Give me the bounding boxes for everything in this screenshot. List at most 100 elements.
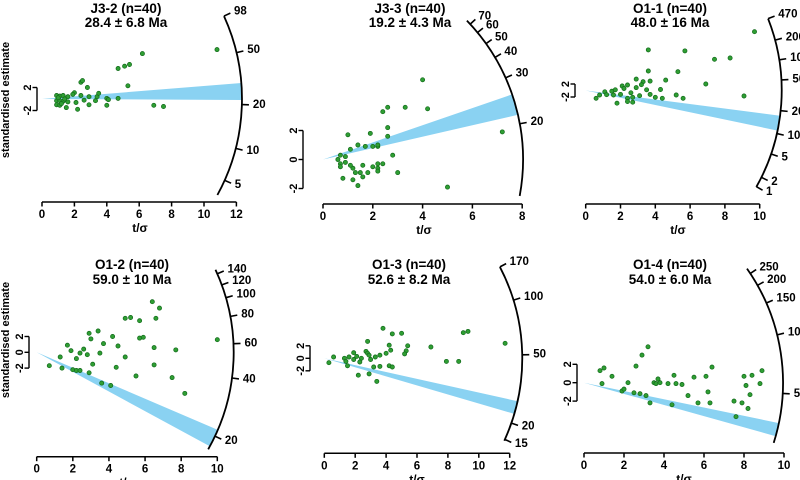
data-point — [355, 142, 361, 148]
data-point — [633, 85, 639, 91]
y-axis-tick-label: 0 — [14, 349, 26, 355]
data-point — [647, 400, 653, 406]
radial-axis-tick-label: 60 — [245, 337, 258, 349]
data-point — [402, 351, 408, 357]
radial-axis-tick-label: 50 — [247, 44, 260, 56]
radial-axis-tick — [499, 262, 507, 268]
data-point — [354, 353, 360, 359]
x-axis-tick-label: 0 — [581, 460, 587, 472]
data-point — [78, 93, 84, 98]
radial-axis-tick — [511, 422, 519, 427]
confidence-wedge — [324, 358, 518, 414]
data-point — [745, 406, 751, 411]
data-point — [652, 94, 658, 100]
data-point — [739, 400, 745, 406]
data-point — [372, 354, 378, 360]
radial-axis-tick — [485, 38, 493, 45]
data-point — [593, 95, 599, 101]
data-point — [399, 330, 405, 336]
data-point — [59, 365, 65, 371]
radial-plot-panel-O1-2: 140120100806040200246810t/σ20-2standardi… — [0, 240, 267, 480]
x-axis-tick-label: 10 — [753, 211, 766, 223]
x-axis-tick-label: 8 — [445, 460, 452, 472]
data-point — [680, 95, 686, 101]
radial-axis-tick-label: 470 — [778, 9, 797, 21]
data-point — [84, 352, 90, 358]
data-point — [618, 91, 623, 97]
x-axis-tick-label: 8 — [741, 460, 748, 472]
data-point — [65, 99, 71, 105]
x-axis-tick-label: 10 — [211, 464, 224, 476]
radial-axis-tick — [770, 153, 779, 158]
data-point — [625, 82, 630, 88]
x-axis-tick-label: 6 — [414, 460, 420, 472]
y-axis-tick-label: 0 — [288, 156, 300, 162]
data-point — [374, 378, 380, 384]
data-point — [75, 106, 81, 112]
data-point — [113, 364, 119, 370]
radial-axis-tick — [504, 438, 512, 444]
radial-axis-tick — [761, 176, 769, 182]
data-point — [673, 92, 679, 98]
scatter-points — [593, 29, 757, 106]
data-point — [115, 66, 121, 71]
data-point — [425, 106, 431, 112]
data-point — [133, 373, 139, 379]
y-axis-tick-label: -2 — [560, 92, 572, 102]
data-point — [703, 81, 709, 87]
radial-axis-tick-label: 200 — [786, 31, 800, 43]
data-point — [621, 86, 627, 91]
data-point — [685, 393, 691, 399]
panel-age-estimate: 48.0 ± 16 Ma — [631, 15, 710, 30]
radial-axis-tick-label: 20 — [531, 116, 544, 128]
data-point — [395, 170, 401, 176]
data-point — [645, 344, 651, 350]
data-point — [644, 87, 650, 93]
data-point — [669, 402, 675, 408]
data-point — [214, 337, 220, 343]
radial-axis-tick — [235, 147, 243, 151]
data-point — [84, 85, 90, 90]
data-point — [357, 170, 363, 176]
radial-axis-tick-label: 150 — [776, 293, 795, 305]
data-point — [326, 360, 332, 366]
data-point — [352, 170, 358, 176]
x-axis-tick-label: 8 — [519, 211, 526, 223]
data-point — [428, 344, 434, 350]
x-axis-tick-label: 10 — [778, 460, 791, 472]
data-point — [151, 362, 157, 368]
data-point — [749, 372, 755, 378]
data-point — [604, 92, 610, 98]
radial-axis-tick — [774, 37, 783, 41]
x-axis-label: t/σ — [670, 223, 686, 237]
data-point — [671, 372, 677, 378]
data-point — [169, 375, 175, 381]
radial-axis-tick-label: 140 — [227, 263, 246, 275]
data-point — [101, 341, 106, 347]
data-point — [386, 342, 392, 348]
data-point — [355, 183, 361, 189]
data-point — [658, 87, 663, 92]
radial-axis-tick-label: 100 — [237, 289, 256, 301]
radial-axis-tick — [780, 109, 788, 113]
data-point — [375, 161, 381, 167]
data-point — [93, 98, 98, 104]
panel-title: J3-2 (n=40) — [91, 1, 162, 16]
radial-axis-tick-label: 40 — [504, 46, 517, 58]
radial-plot-svg: 140120100806040200246810t/σ20-2standardi… — [0, 257, 258, 480]
x-axis-tick-label: 0 — [39, 209, 45, 221]
confidence-wedge — [323, 94, 518, 160]
data-point — [104, 102, 110, 108]
data-point — [371, 364, 377, 370]
x-axis-label: t/σ — [416, 223, 432, 237]
data-point — [342, 159, 348, 165]
data-point — [139, 51, 145, 57]
data-point — [653, 381, 659, 387]
radial-axis-tick-label: 70 — [478, 11, 491, 23]
data-point — [628, 90, 634, 96]
data-point — [355, 372, 361, 378]
data-point — [115, 343, 121, 349]
data-point — [385, 133, 391, 139]
